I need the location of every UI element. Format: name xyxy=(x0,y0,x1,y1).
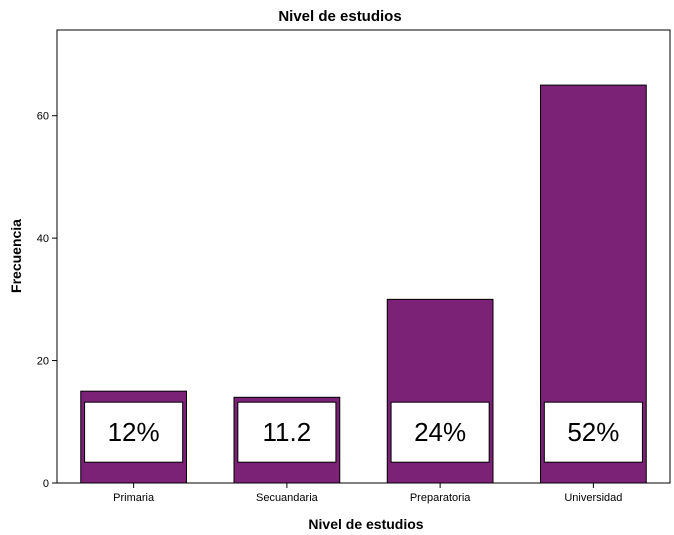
y-axis-title: Frecuencia xyxy=(8,219,24,293)
data-label: 52% xyxy=(567,417,619,447)
data-label: 11.2 xyxy=(263,417,312,447)
data-labels: 12% 11.2 24% 52% xyxy=(84,401,643,463)
x-tick-label: Primaria xyxy=(113,492,155,504)
y-axis: 0 20 40 60 xyxy=(37,111,57,490)
chart-title: Nivel de estudios xyxy=(278,8,401,25)
data-label-box xyxy=(237,401,337,463)
y-tick-label: 0 xyxy=(43,478,49,490)
data-label-box xyxy=(84,401,184,463)
x-axis-title: Nivel de estudios xyxy=(308,516,423,532)
x-tick-label: Universidad xyxy=(564,492,622,504)
data-label: 12% xyxy=(108,417,160,447)
y-tick-label: 20 xyxy=(37,356,49,368)
y-tick-label: 40 xyxy=(37,233,49,245)
x-axis: Primaria Secuandaria Preparatoria Universid… xyxy=(113,483,622,504)
data-label-box xyxy=(390,401,490,463)
x-tick-label: Preparatoria xyxy=(410,492,471,504)
data-label: 24% xyxy=(414,417,466,447)
y-tick-label: 60 xyxy=(37,111,49,123)
data-label-box xyxy=(543,401,643,463)
x-tick-label: Secuandaria xyxy=(256,492,319,504)
